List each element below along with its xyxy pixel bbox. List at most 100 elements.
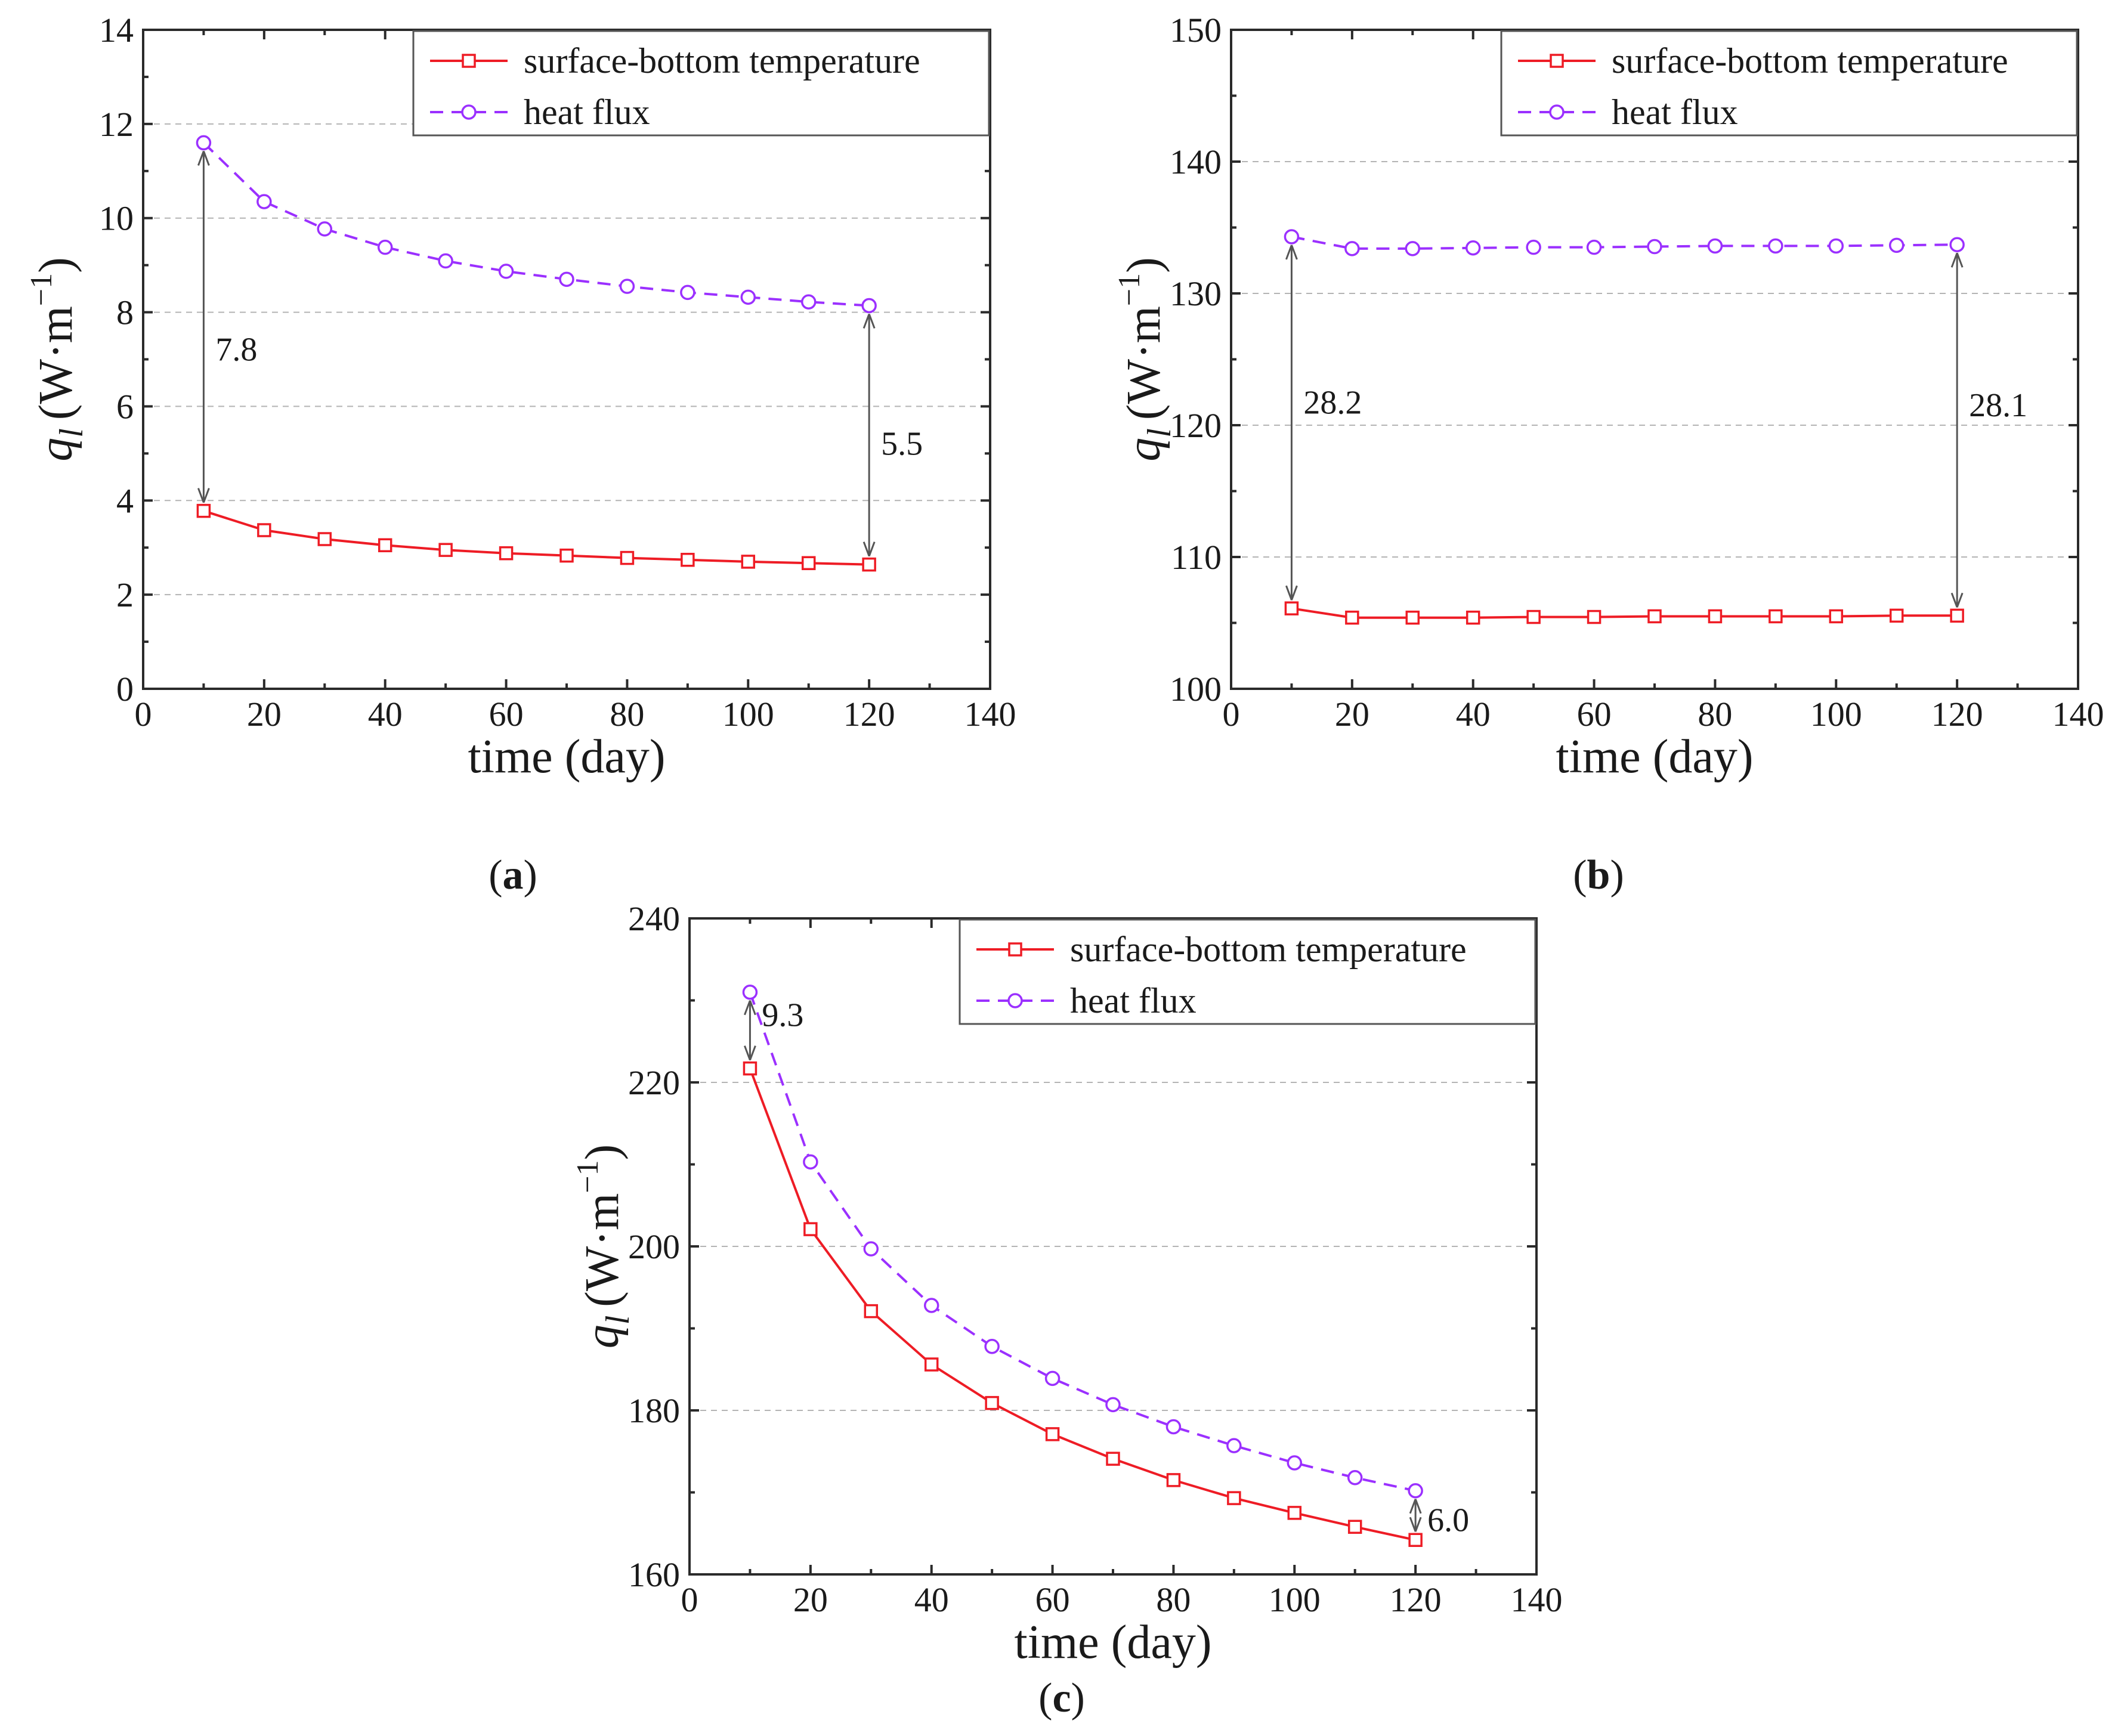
data-point — [438, 253, 453, 269]
data-point — [1708, 609, 1723, 624]
y-tick-label: 150 — [1170, 11, 1222, 49]
legend-marker — [1550, 54, 1564, 68]
y-axis-subscript: l — [599, 1316, 636, 1325]
legend-label: heat flux — [524, 92, 650, 132]
data-point — [743, 1061, 758, 1076]
arrowhead-up — [1285, 245, 1298, 260]
series-line — [203, 141, 870, 307]
data-point — [740, 289, 756, 305]
x-tick-label: 20 — [1335, 695, 1369, 734]
data-point — [317, 532, 332, 546]
data-point — [438, 543, 453, 557]
arrowhead-down — [1285, 585, 1298, 601]
arrowhead-up — [1950, 252, 1964, 268]
data-point — [1949, 237, 1965, 252]
x-tick-label: 120 — [843, 695, 895, 734]
data-point — [800, 294, 817, 310]
panel-label-letter: a — [503, 852, 524, 898]
x-tick-label: 0 — [681, 1580, 698, 1619]
y-tick-label: 120 — [1170, 406, 1222, 445]
legend-item: surface-bottom temperature — [976, 930, 1467, 969]
x-tick-label: 100 — [1269, 1580, 1321, 1619]
data-point — [1045, 1427, 1060, 1441]
legend-item: heat flux — [430, 92, 650, 132]
data-point — [924, 1357, 939, 1372]
y-tick-label: 140 — [1170, 143, 1222, 181]
series-surface-bottom-temperature — [196, 503, 876, 572]
annotation-label: 9.3 — [762, 997, 803, 1033]
series-surface-bottom-temperature — [1284, 601, 1964, 625]
data-point — [1344, 241, 1360, 256]
data-point — [377, 239, 393, 255]
y-axis-units-suffix: ) — [30, 257, 82, 273]
annotation-label: 5.5 — [881, 426, 923, 463]
y-axis-title: ql (W·m−1) — [24, 257, 90, 462]
data-point — [1647, 239, 1662, 255]
y-tick-label: 110 — [1171, 538, 1222, 577]
panel-label-close: ) — [1610, 852, 1624, 898]
data-point — [1347, 1520, 1362, 1534]
x-tick-label: 0 — [1223, 695, 1240, 734]
x-tick-label: 80 — [610, 695, 644, 734]
data-point — [1465, 240, 1481, 256]
x-tick-label: 140 — [964, 695, 1016, 734]
y-tick-label: 240 — [628, 899, 680, 938]
data-point — [861, 298, 877, 314]
y-axis-symbol: q — [30, 438, 82, 462]
series-line — [749, 1067, 1416, 1542]
y-tick-label: 14 — [99, 11, 134, 49]
chart-panel-c: 160 180 200 220 240 0 20 40 60 80 100 120 140 time (d… — [571, 899, 1563, 1721]
series-line — [203, 509, 870, 566]
data-point — [984, 1339, 1000, 1354]
y-tick-label: 8 — [116, 293, 134, 332]
y-axis-units: (W·m — [30, 306, 82, 420]
x-tick-label: 40 — [1456, 695, 1491, 734]
arrowhead-up — [744, 1000, 756, 1016]
series-surface-bottom-temperature — [743, 1061, 1423, 1547]
legend-label: heat flux — [1070, 981, 1197, 1020]
x-tick-label: 20 — [247, 695, 282, 734]
data-point — [742, 985, 758, 1000]
y-axis-title: ql (W·m−1) — [1112, 257, 1178, 462]
data-point — [1405, 241, 1421, 256]
arrowhead-down — [862, 541, 876, 557]
difference-annotation: 9.3 — [744, 997, 803, 1061]
data-point — [864, 1304, 879, 1319]
y-tick-label: 160 — [628, 1555, 680, 1594]
annotation-label: 28.2 — [1303, 384, 1362, 421]
x-tick-label: 40 — [368, 695, 403, 734]
data-point — [317, 221, 333, 237]
data-point — [1828, 238, 1844, 254]
data-point — [803, 1154, 818, 1170]
x-tick-label: 60 — [489, 695, 524, 734]
y-axis-units-exponent: −1 — [571, 1160, 605, 1193]
difference-annotation: 7.8 — [197, 150, 257, 503]
data-point — [923, 1298, 939, 1313]
series-heat-flux — [1284, 229, 1965, 256]
data-point — [1408, 1533, 1423, 1547]
data-point — [1165, 1419, 1182, 1435]
y-axis-symbol: q — [576, 1325, 629, 1348]
arrowhead-up — [1409, 1499, 1422, 1514]
legend-item: heat flux — [976, 981, 1197, 1020]
annotation-label: 28.1 — [1969, 387, 2027, 424]
arrowhead-down — [1950, 592, 1964, 608]
data-point — [1287, 1506, 1302, 1520]
data-point — [1227, 1491, 1241, 1505]
y-tick-label: 200 — [628, 1227, 680, 1266]
legend-label: surface-bottom temperature — [1612, 41, 2008, 81]
y-tick-label: 220 — [628, 1063, 680, 1102]
data-point — [1347, 1470, 1363, 1486]
series-line — [1291, 236, 1958, 250]
data-point — [1287, 1455, 1303, 1471]
data-point — [620, 550, 635, 565]
panel-label: (c) — [1038, 1675, 1085, 1721]
y-axis-symbol: q — [1118, 438, 1170, 462]
legend-marker — [1549, 104, 1565, 120]
data-point — [1587, 609, 1601, 624]
legend-box — [412, 30, 990, 137]
data-point — [1586, 239, 1602, 255]
panel-label-open: ( — [1038, 1675, 1052, 1721]
x-tick-label: 140 — [2052, 695, 2104, 734]
